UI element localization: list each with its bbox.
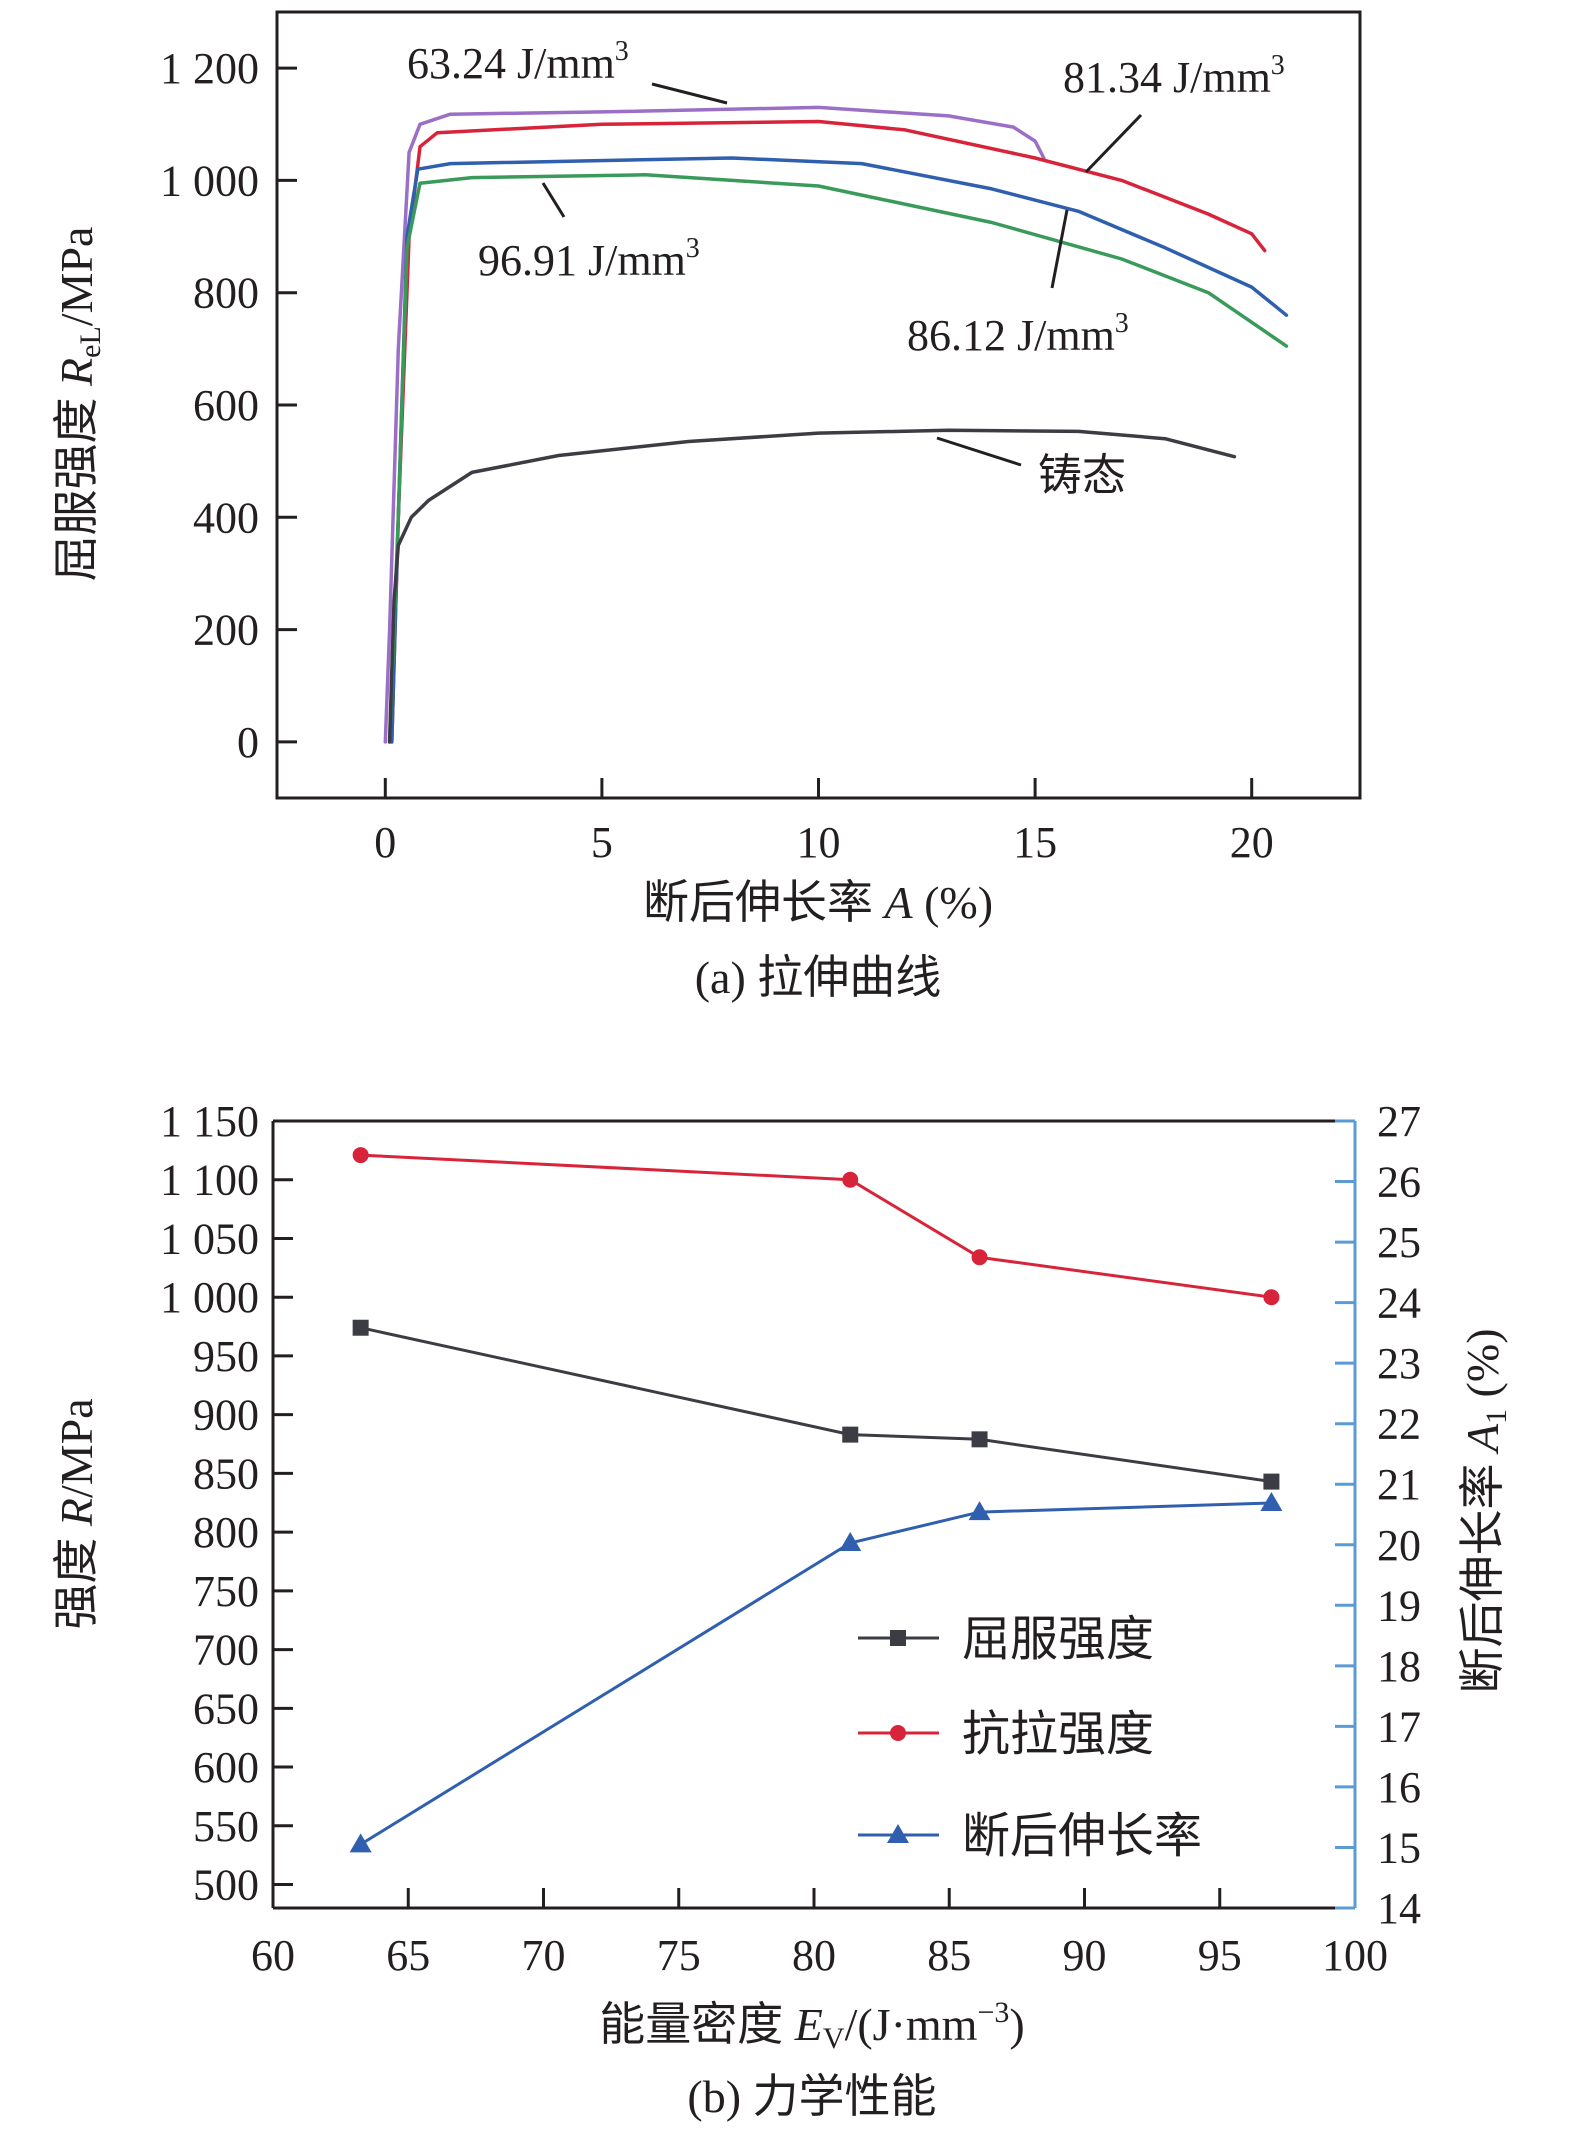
chart-b-y-tick-label: 700 — [193, 1626, 259, 1675]
chart-a-y-axis-title: 屈服强度 ReL/MPa — [51, 227, 107, 582]
chart-b-point-triangle — [1260, 1491, 1283, 1511]
chart-b-right-tick-label: 22 — [1377, 1400, 1421, 1449]
chart-b-y-tick-label: 550 — [193, 1802, 259, 1851]
chart-b-mechanical-properties: 500 550 600 650 700 750 800 850 900 950 1 000 1 050… — [51, 1097, 1513, 2122]
chart-b-right-axis-title: 断后伸长率 A1 (%) — [1457, 1328, 1513, 1693]
chart-b-series-line-2 — [359, 1501, 1272, 1846]
chart-a-leader-line — [936, 436, 1022, 467]
chart-b-x-tick-label: 95 — [1198, 1931, 1242, 1980]
chart-a-x-tick-label: 0 — [374, 818, 396, 867]
chart-b-right-tick-label: 16 — [1377, 1763, 1421, 1812]
chart-a-y-tick-label: 800 — [193, 269, 259, 318]
chart-a-plot-frame — [275, 10, 1362, 800]
chart-a-leader-line — [651, 82, 728, 105]
legend-label: 抗拉强度 — [962, 1708, 1154, 1761]
chart-b-y-tick-label: 1 050 — [160, 1214, 259, 1263]
legend-label: 屈服强度 — [962, 1613, 1154, 1666]
chart-a-caption: (a) 拉伸曲线 — [695, 952, 942, 1003]
chart-b-y-tick-label: 800 — [193, 1508, 259, 1557]
chart-a-curve-label: 86.12 J/mm3 — [907, 308, 1129, 360]
chart-b-right-tick-label: 24 — [1377, 1279, 1421, 1328]
chart-a-curve-label: 63.24 J/mm3 — [407, 36, 629, 88]
chart-a-curve-label: 铸态 — [1038, 451, 1126, 500]
chart-b-series-line-0 — [360, 1326, 1272, 1484]
chart-b-x-tick-label: 70 — [522, 1931, 566, 1980]
chart-b-right-tick-label: 20 — [1377, 1521, 1421, 1570]
chart-b-y-tick-label: 750 — [193, 1567, 259, 1616]
chart-b-right-tick-label: 15 — [1377, 1823, 1421, 1872]
chart-b-x-tick-label: 60 — [251, 1931, 295, 1980]
chart-b-x-axis-title: 能量密度 EV/(J·mm−3) — [599, 1996, 1024, 2055]
chart-b-y-axis-title: 强度 R/MPa — [51, 1398, 102, 1629]
chart-b-y-tick-label: 500 — [193, 1861, 259, 1910]
chart-b-point-circle — [971, 1249, 988, 1266]
chart-b-point-triangle — [968, 1501, 991, 1521]
chart-a-tensile-curves: 0 200 400 600 800 1 000 1 200 0 5 10 15 20 63.24 J/… — [51, 10, 1362, 1003]
chart-a-curve-0 — [383, 105, 1046, 744]
chart-b-point-triangle — [349, 1833, 372, 1853]
chart-b-right-tick-label: 17 — [1377, 1702, 1421, 1751]
chart-a-leader-line — [541, 182, 566, 218]
chart-b-series-line-1 — [360, 1153, 1272, 1299]
chart-b-point-circle — [352, 1147, 369, 1164]
legend-marker-square — [890, 1630, 906, 1646]
chart-b-y-tick-label: 1 100 — [160, 1156, 259, 1205]
chart-a-curve-3 — [387, 173, 1289, 744]
chart-a-y-tick-label: 1 200 — [160, 44, 259, 93]
chart-a-y-tick-label: 0 — [237, 718, 259, 767]
chart-b-x-tick-label: 100 — [1322, 1931, 1388, 1980]
chart-a-y-tick-label: 600 — [193, 381, 259, 430]
chart-b-right-tick-label: 19 — [1377, 1581, 1421, 1630]
chart-a-curve-4 — [387, 428, 1237, 744]
chart-b-point-circle — [1263, 1289, 1280, 1306]
chart-b-point-square — [971, 1431, 988, 1448]
legend-label: 断后伸长率 — [962, 1810, 1202, 1863]
chart-b-right-tick-label: 27 — [1377, 1097, 1421, 1146]
chart-b-point-square — [352, 1319, 369, 1336]
chart-a-y-tick-label: 1 000 — [160, 156, 259, 205]
chart-b-point-square — [842, 1426, 859, 1443]
chart-b-x-tick-label: 85 — [927, 1931, 971, 1980]
chart-b-x-tick-label: 90 — [1063, 1931, 1107, 1980]
chart-a-y-tick-label: 400 — [193, 493, 259, 542]
chart-a-x-tick-label: 15 — [1013, 818, 1057, 867]
chart-a-x-tick-label: 10 — [797, 818, 841, 867]
chart-b-right-tick-label: 25 — [1377, 1218, 1421, 1267]
chart-b-x-tick-label: 75 — [657, 1931, 701, 1980]
chart-a-x-tick-label: 5 — [591, 818, 613, 867]
chart-b-x-tick-label: 80 — [792, 1931, 836, 1980]
chart-a-curve-label: 81.34 J/mm3 — [1063, 50, 1285, 102]
chart-b-right-tick-label: 14 — [1377, 1884, 1421, 1933]
chart-b-caption: (b) 力学性能 — [687, 2071, 936, 2122]
chart-b-right-tick-label: 26 — [1377, 1158, 1421, 1207]
chart-b-y-tick-label: 950 — [193, 1332, 259, 1381]
chart-b-right-tick-label: 21 — [1377, 1460, 1421, 1509]
chart-b-y-tick-label: 650 — [193, 1684, 259, 1733]
chart-b-y-tick-label: 600 — [193, 1743, 259, 1792]
chart-b-y-tick-label: 1 150 — [160, 1097, 259, 1146]
chart-b-right-tick-label: 23 — [1377, 1339, 1421, 1388]
chart-b-point-triangle — [839, 1531, 862, 1551]
chart-a-x-tick-label: 20 — [1230, 818, 1274, 867]
chart-a-y-tick-label: 200 — [193, 606, 259, 655]
legend-marker-triangle — [887, 1824, 909, 1843]
chart-b-y-tick-label: 850 — [193, 1449, 259, 1498]
chart-b-y-tick-label: 1 000 — [160, 1273, 259, 1322]
chart-b-x-tick-label: 65 — [386, 1931, 430, 1980]
chart-b-point-square — [1263, 1473, 1280, 1490]
legend-marker-circle — [890, 1725, 906, 1741]
chart-b-point-circle — [842, 1171, 859, 1188]
chart-a-curve-label: 96.91 J/mm3 — [478, 233, 700, 285]
chart-a-x-axis-title: 断后伸长率 A (%) — [643, 877, 993, 928]
chart-a-leader-line — [1050, 209, 1069, 289]
chart-b-y-tick-label: 900 — [193, 1391, 259, 1440]
chart-a-leader-line — [1084, 113, 1143, 174]
chart-b-right-tick-label: 18 — [1377, 1642, 1421, 1691]
